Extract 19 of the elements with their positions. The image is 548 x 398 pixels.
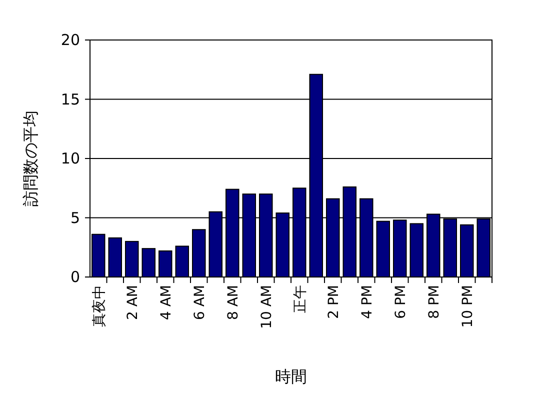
x-tick-label: 6 AM — [192, 285, 208, 320]
x-axis-title: 時間 — [275, 367, 307, 386]
x-tick-label: 正午 — [292, 285, 308, 313]
x-tick-label: 6 PM — [392, 285, 409, 319]
y-tick-label: 15 — [60, 90, 80, 108]
x-tick-label: 4 PM — [359, 285, 376, 319]
y-tick-label: 10 — [60, 150, 80, 168]
x-tick-label: 4 AM — [158, 285, 174, 320]
y-tick-label: 5 — [70, 208, 80, 227]
x-tick-label: 8 AM — [225, 285, 242, 320]
x-tick-label: 8 PM — [426, 285, 442, 319]
x-tick-label: 2 PM — [326, 285, 342, 319]
y-tick-label: 20 — [60, 31, 80, 49]
x-tick-label: 10 PM — [460, 285, 476, 328]
y-tick-label: 0 — [70, 268, 80, 286]
x-tick-label: 2 AM — [124, 285, 141, 320]
y-axis-title: 訪問数の平均 — [21, 110, 40, 206]
x-tick-label: 真夜中 — [91, 285, 108, 327]
x-tick-label: 10 AM — [258, 285, 275, 329]
